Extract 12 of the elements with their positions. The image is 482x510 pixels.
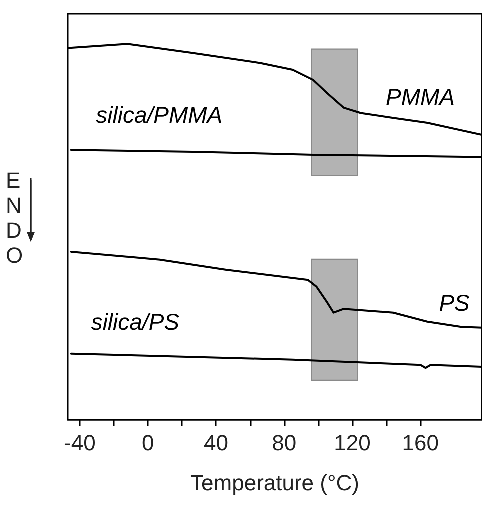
series-label: silica/PMMA bbox=[96, 102, 223, 128]
y-axis-title: ENDO bbox=[6, 168, 24, 268]
x-tick-label: 0 bbox=[142, 430, 154, 456]
series-label: PS bbox=[439, 290, 471, 316]
x-tick-label: 40 bbox=[204, 430, 228, 456]
x-axis-title: Temperature (°C) bbox=[190, 470, 360, 496]
x-tick-label: 120 bbox=[334, 430, 371, 456]
x-tick-label: 80 bbox=[272, 430, 297, 456]
x-tick-label: -40 bbox=[64, 430, 96, 456]
x-tick-label: 160 bbox=[402, 430, 440, 456]
series-label: PMMA bbox=[386, 84, 455, 110]
series-label: silica/PS bbox=[91, 308, 180, 335]
